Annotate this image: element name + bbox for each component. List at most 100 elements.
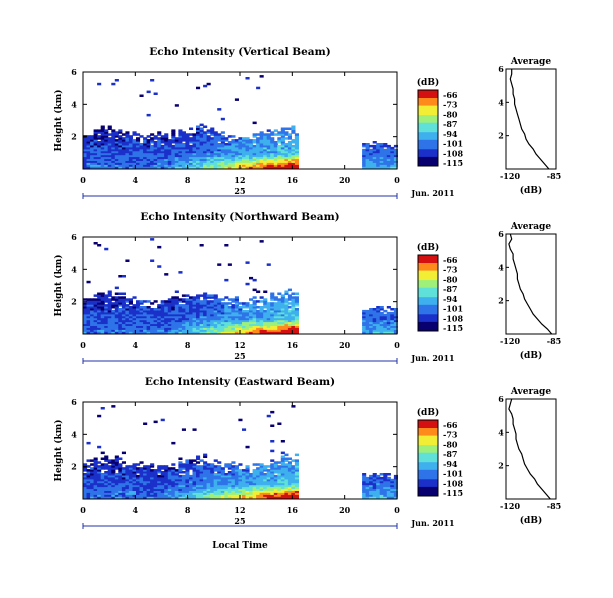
heatmap-cell [249, 276, 254, 280]
heatmap-cell [270, 482, 275, 486]
heatmap-cell [372, 309, 377, 313]
heatmap-cell [249, 473, 254, 476]
heatmap-cell [174, 296, 179, 299]
heatmap-cell [139, 486, 144, 490]
heatmap-cell [242, 471, 247, 474]
heatmap-cell [132, 494, 137, 497]
heatmap-cell [107, 160, 112, 163]
heatmap-cell [234, 492, 239, 495]
heatmap-cell [90, 473, 95, 476]
heatmap-cell [220, 156, 225, 160]
heatmap-cell [277, 484, 282, 488]
heatmap-cell [231, 139, 236, 142]
heatmap-cell [174, 317, 179, 321]
heatmap-cell [192, 150, 197, 154]
heatmap-cell [390, 484, 395, 488]
heatmap-cell [189, 463, 194, 466]
heatmap-cell [146, 300, 151, 303]
heatmap-cell [213, 164, 218, 167]
heatmap-cell [136, 480, 141, 484]
heatmap-cell [242, 331, 247, 334]
heatmap-cell [203, 478, 208, 482]
heatmap-cell [213, 139, 218, 142]
heatmap-cell [217, 162, 222, 165]
heatmap-cell [291, 129, 296, 132]
heatmap-cell [284, 453, 289, 457]
heatmap-cell [277, 473, 282, 476]
x-tick-label: 20 [339, 340, 351, 350]
heatmap-cell [231, 484, 236, 488]
heatmap-cell [203, 135, 208, 138]
heatmap-cell [252, 146, 257, 150]
heatmap-cell [227, 309, 232, 313]
colorbar-tick-label: -66 [443, 90, 458, 100]
heatmap-cell [136, 304, 141, 307]
heatmap-cell [291, 304, 296, 307]
heatmap-cell [83, 473, 88, 476]
heatmap-cell [217, 492, 222, 495]
heatmap-cell [206, 484, 211, 488]
heatmap-cell [372, 476, 377, 480]
heatmap-cell [270, 144, 275, 148]
heatmap-cell [111, 480, 116, 484]
heatmap-cell [280, 298, 285, 301]
heatmap-cell [291, 484, 296, 488]
heatmap-cell [90, 476, 95, 480]
heatmap-cell [203, 152, 208, 156]
heatmap-cell [132, 309, 137, 313]
heatmap-cell [139, 473, 144, 476]
heatmap-cell [224, 244, 229, 247]
heatmap-cell [224, 329, 229, 332]
heatmap-cell [192, 321, 197, 325]
colorbar-segment [418, 133, 438, 136]
colorbar-segment [418, 440, 438, 444]
heatmap-cell [291, 150, 296, 154]
heatmap-cell [125, 300, 130, 303]
heatmap-cell [252, 133, 257, 136]
heatmap-cell [107, 152, 112, 156]
heatmap-cell [164, 476, 169, 480]
heatmap-cell [125, 321, 130, 325]
heatmap-cell [238, 315, 243, 319]
heatmap-cell [100, 492, 105, 495]
heatmap-cell [252, 482, 257, 486]
heatmap-cell [217, 494, 222, 497]
heatmap-cell [150, 133, 155, 136]
heatmap-cell [390, 308, 395, 311]
heatmap-cell [128, 490, 133, 493]
heatmap-cell [104, 317, 109, 321]
heatmap-cell [181, 148, 186, 152]
heatmap-cell [139, 317, 144, 321]
heatmap-cell [128, 298, 133, 301]
heatmap-cell [136, 311, 141, 315]
heatmap-cell [164, 143, 169, 146]
heatmap-cell [178, 304, 183, 307]
heatmap-cell [284, 469, 289, 472]
heatmap-cell [97, 296, 102, 299]
heatmap-cell [160, 302, 165, 305]
heatmap-cell [153, 308, 158, 311]
heatmap-cell [203, 484, 208, 488]
heatmap-cell [178, 327, 183, 330]
heatmap-cell [266, 331, 271, 334]
heatmap-cell [121, 478, 126, 482]
heatmap-cell [111, 471, 116, 474]
heatmap-cell [164, 480, 169, 484]
heatmap-cell [118, 467, 123, 470]
x-tick-label: 0 [394, 505, 400, 515]
heatmap-cell [118, 486, 123, 490]
y-tick-label: 4 [71, 99, 77, 109]
heatmap-cell [196, 160, 201, 163]
heatmap-cell [390, 490, 395, 493]
heatmap-cell [210, 315, 215, 319]
heatmap-cell [291, 476, 296, 480]
heatmap-cell [174, 315, 179, 319]
heatmap-cell [167, 300, 172, 303]
colorbar-segment [418, 148, 438, 152]
heatmap-cell [139, 467, 144, 470]
heatmap-cell [107, 461, 112, 464]
heatmap-cell [291, 296, 296, 299]
heatmap-cell [111, 473, 116, 476]
heatmap-cell [252, 164, 257, 167]
heatmap-cell [86, 141, 91, 144]
